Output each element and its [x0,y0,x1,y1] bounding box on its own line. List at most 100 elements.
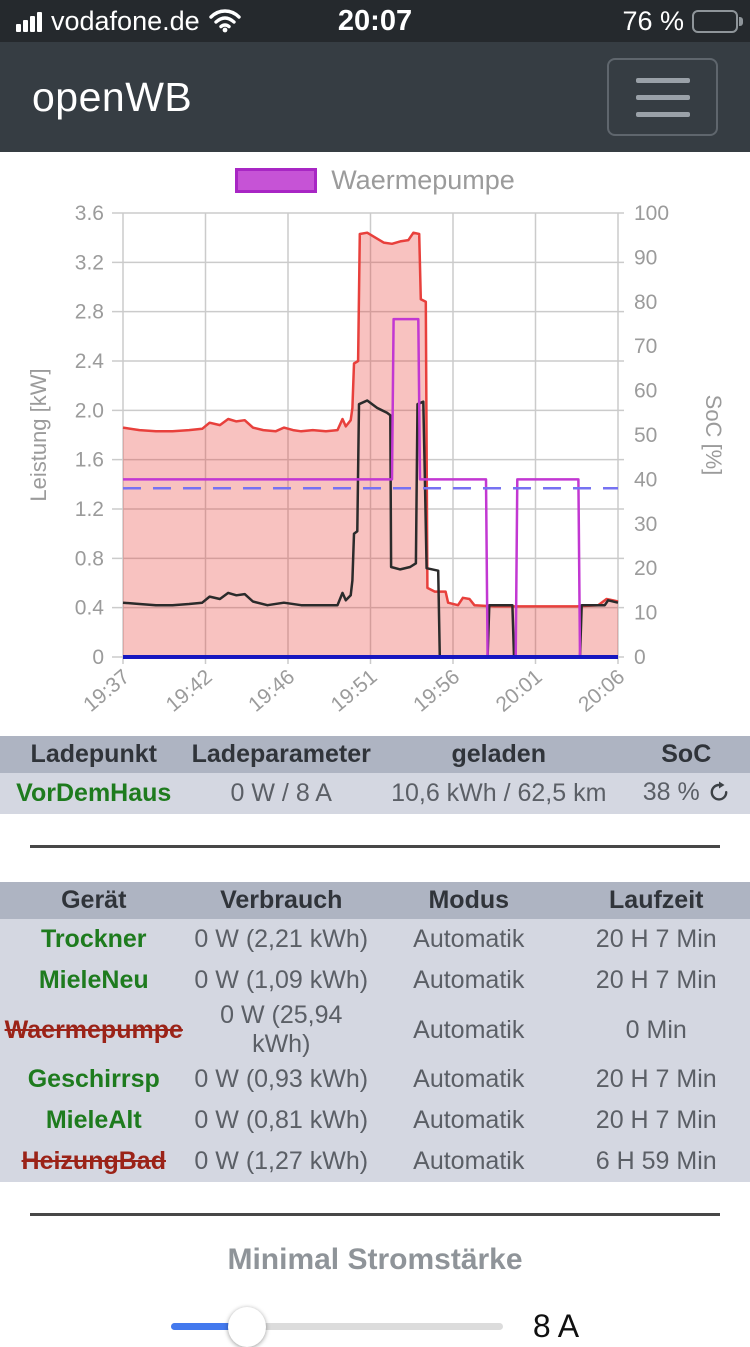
table-row: Geschirrsp 0 W (0,93 kWh) Automatik 20 H 7 … [0,1059,750,1100]
mode: Automatik [413,1016,524,1044]
consumption: 0 W (1,09 kWh) [194,966,368,994]
divider [30,845,720,848]
runtime: 20 H 7 Min [596,925,717,953]
cell-signal-icon [16,11,42,32]
svg-text:2.8: 2.8 [75,301,104,324]
app-header: openWB [0,42,750,152]
svg-text:70: 70 [634,335,657,358]
slider-thumb[interactable] [228,1307,266,1347]
mode: Automatik [413,1147,524,1175]
device-table: Gerät Verbrauch Modus Laufzeit Trockner 0… [0,882,750,1182]
mode: Automatik [413,1106,524,1134]
column-header: Modus [375,882,563,919]
svg-text:2.0: 2.0 [75,399,104,422]
runtime: 20 H 7 Min [596,1065,717,1093]
mode: Automatik [413,1065,524,1093]
device-name[interactable]: Trockner [41,925,147,953]
consumption: 0 W (2,21 kWh) [194,925,368,953]
table-row: Waermepumpe 0 W (25,94 kWh) Automatik 0 Min [0,1001,750,1059]
charged-amount: 10,6 kWh / 62,5 km [391,779,606,807]
column-header: geladen [375,736,623,773]
charge-params: 0 W / 8 A [231,779,332,807]
consumption: 0 W (0,93 kWh) [194,1065,368,1093]
svg-text:0: 0 [634,646,646,669]
runtime: 6 H 59 Min [596,1147,717,1175]
power-soc-chart: 0 0.4 0.8 1.2 1.6 2.0 2.4 2.8 3.2 3.6 0 10 20 30 40 50 6… [0,195,750,717]
column-header: Verbrauch [188,882,376,919]
min-current-slider[interactable] [171,1323,503,1330]
battery-icon [692,10,738,33]
svg-text:0: 0 [92,646,104,669]
svg-text:90: 90 [634,246,657,269]
svg-text:100: 100 [634,202,669,225]
svg-text:2.4: 2.4 [75,350,105,373]
table-row: MieleNeu 0 W (1,09 kWh) Automatik 20 H 7 Mi… [0,960,750,1001]
status-bar: vodafone.de 20:07 76 % [0,0,750,42]
soc-value: 38 % [643,778,700,806]
svg-text:20: 20 [634,557,657,580]
device-name[interactable]: Geschirrsp [28,1065,160,1093]
device-name[interactable]: HeizungBad [22,1147,166,1175]
svg-text:Leistung [kW]: Leistung [kW] [26,368,51,501]
chargepoint-name[interactable]: VorDemHaus [16,779,171,807]
svg-text:19:51: 19:51 [327,665,382,716]
column-header: Ladeparameter [188,736,376,773]
chart-section: Waermepumpe 0 0.4 0.8 1.2 1.6 2.0 2.4 2.8 3.2 3.6… [0,165,750,717]
mode: Automatik [413,966,524,994]
table-row: HeizungBad 0 W (1,27 kWh) Automatik 6 H 59 … [0,1141,750,1182]
svg-text:0.8: 0.8 [75,547,104,570]
svg-text:3.6: 3.6 [75,202,104,225]
min-current-value: 8 A [533,1308,579,1345]
menu-button[interactable] [607,58,718,136]
carrier-label: vodafone.de [51,6,200,37]
column-header: Laufzeit [563,882,750,919]
runtime: 20 H 7 Min [596,1106,717,1134]
app-title: openWB [32,74,192,121]
svg-text:19:46: 19:46 [244,665,299,716]
table-header-row: Ladepunkt Ladeparameter geladen SoC [0,736,750,773]
column-header: Ladepunkt [0,736,188,773]
svg-text:50: 50 [634,424,657,447]
svg-text:20:06: 20:06 [574,665,629,716]
min-current-control: 8 A [0,1308,750,1345]
consumption: 0 W (25,94 kWh) [220,1001,342,1058]
battery-percent-label: 76 % [622,6,684,37]
svg-text:SoC [%]: SoC [%] [701,395,726,476]
min-current-title: Minimal Stromstärke [0,1243,750,1277]
svg-text:19:56: 19:56 [409,665,464,716]
svg-text:1.2: 1.2 [75,498,104,521]
svg-text:60: 60 [634,380,657,403]
legend-label-waermepumpe[interactable]: Waermepumpe [331,165,515,196]
svg-text:19:42: 19:42 [162,665,217,716]
svg-text:40: 40 [634,468,657,491]
device-name[interactable]: Waermepumpe [5,1016,183,1044]
svg-text:10: 10 [634,602,657,625]
svg-text:19:37: 19:37 [79,665,134,716]
chart-legend: Waermepumpe [0,165,750,195]
table-row: Trockner 0 W (2,21 kWh) Automatik 20 H 7 Mi… [0,919,750,960]
svg-text:80: 80 [634,291,657,314]
device-name[interactable]: MieleAlt [46,1106,142,1134]
column-header: SoC [623,736,750,773]
svg-text:0.4: 0.4 [75,597,105,620]
table-row: VorDemHaus 0 W / 8 A 10,6 kWh / 62,5 km 38 … [0,773,750,814]
svg-text:30: 30 [634,513,657,536]
svg-text:20:01: 20:01 [492,665,547,716]
mode: Automatik [413,925,524,953]
chargepoint-table: Ladepunkt Ladeparameter geladen SoC VorD… [0,736,750,814]
column-header: Gerät [0,882,188,919]
consumption: 0 W (0,81 kWh) [194,1106,368,1134]
divider [30,1213,720,1216]
svg-text:3.2: 3.2 [75,251,104,274]
runtime: 20 H 7 Min [596,966,717,994]
table-row: MieleAlt 0 W (0,81 kWh) Automatik 20 H 7 Mi… [0,1100,750,1141]
consumption: 0 W (1,27 kWh) [194,1147,368,1175]
refresh-soc-icon[interactable] [708,781,730,810]
svg-text:1.6: 1.6 [75,449,104,472]
table-header-row: Gerät Verbrauch Modus Laufzeit [0,882,750,919]
hamburger-icon [636,78,690,117]
runtime: 0 Min [626,1016,687,1044]
legend-swatch-waermepumpe [235,168,317,193]
device-name[interactable]: MieleNeu [39,966,149,994]
wifi-icon [209,9,241,33]
